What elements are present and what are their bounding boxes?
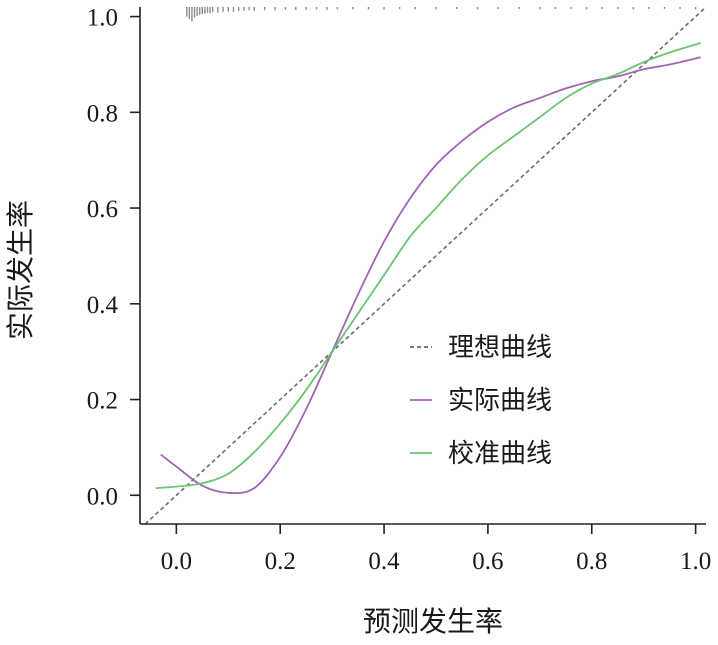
x-tick-label: 0.0	[161, 548, 192, 575]
series-calibration-line	[155, 42, 702, 489]
x-tick-label: 0.6	[472, 548, 503, 575]
y-tick-label: 0.8	[87, 100, 118, 127]
y-axis-title: 实际发生率	[4, 200, 37, 340]
x-tick-label: 1.0	[680, 548, 711, 575]
y-tick-label: 0.0	[87, 483, 118, 510]
x-tick-label: 0.8	[576, 548, 607, 575]
x-tick-label: 0.4	[368, 548, 400, 575]
series-ideal-line	[144, 7, 706, 524]
legend-label: 理想曲线	[448, 333, 552, 363]
legend-label: 校准曲线	[448, 439, 552, 469]
y-tick-label: 0.6	[87, 196, 118, 223]
y-tick-label: 0.2	[87, 388, 118, 415]
y-tick-label: 0.4	[87, 292, 119, 319]
x-tick-label: 0.2	[265, 548, 296, 575]
series-actual-line	[160, 56, 702, 495]
legend-label: 实际曲线	[448, 386, 552, 416]
y-tick-label: 1.0	[87, 5, 118, 32]
x-axis-title: 预测发生率	[363, 605, 503, 638]
